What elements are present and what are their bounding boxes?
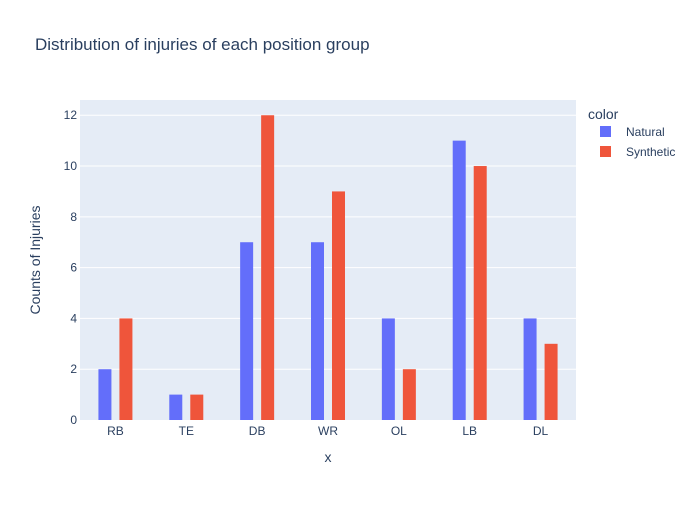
bar-natural-lb[interactable] xyxy=(452,140,466,420)
x-tick-label: TE xyxy=(179,424,194,438)
legend-items: Natural Synthetic xyxy=(600,125,675,159)
y-axis-title: Counts of Injuries xyxy=(27,206,43,315)
y-tick-label: 8 xyxy=(70,210,77,224)
bar-natural-ol[interactable] xyxy=(381,318,395,420)
y-tick-label: 0 xyxy=(70,413,77,427)
legend-label-natural[interactable]: Natural xyxy=(626,125,665,139)
legend-swatch-natural[interactable] xyxy=(600,126,611,137)
bar-synthetic-lb[interactable] xyxy=(473,166,487,420)
bar-synthetic-te[interactable] xyxy=(190,394,204,420)
x-axis-title: x xyxy=(325,449,332,465)
bar-natural-te[interactable] xyxy=(169,394,183,420)
bar-natural-dl[interactable] xyxy=(523,318,537,420)
bar-synthetic-ol[interactable] xyxy=(402,369,416,420)
legend-title: color xyxy=(588,106,619,122)
y-tick-label: 4 xyxy=(70,311,77,325)
plot-area xyxy=(80,100,576,420)
legend-label-synthetic[interactable]: Synthetic xyxy=(626,145,675,159)
y-tick-label: 12 xyxy=(64,108,78,122)
bar-natural-rb[interactable] xyxy=(98,369,112,420)
x-tick-label: DL xyxy=(533,424,549,438)
bar-natural-wr[interactable] xyxy=(311,242,324,420)
bar-synthetic-dl[interactable] xyxy=(544,343,558,420)
gridlines xyxy=(80,114,576,370)
x-tick-label: RB xyxy=(107,424,124,438)
chart-title: Distribution of injuries of each positio… xyxy=(35,35,370,54)
legend: color Natural Synthetic xyxy=(588,106,675,159)
bar-synthetic-db[interactable] xyxy=(261,115,275,420)
y-tick-label: 2 xyxy=(70,362,77,376)
y-axis-ticks: 0 2 4 6 8 10 12 xyxy=(64,108,78,427)
x-tick-label: DB xyxy=(249,424,266,438)
x-axis-ticks: RB TE DB WR OL LB DL xyxy=(107,424,548,438)
x-tick-label: LB xyxy=(462,424,477,438)
legend-swatch-synthetic[interactable] xyxy=(600,146,611,157)
y-tick-label: 6 xyxy=(70,261,77,275)
bar-natural-db[interactable] xyxy=(240,242,254,420)
bar-synthetic-wr[interactable] xyxy=(332,191,345,420)
bars xyxy=(98,115,558,420)
x-tick-label: WR xyxy=(318,424,338,438)
y-tick-label: 10 xyxy=(64,159,78,173)
bar-synthetic-rb[interactable] xyxy=(119,318,133,420)
x-tick-label: OL xyxy=(391,424,407,438)
